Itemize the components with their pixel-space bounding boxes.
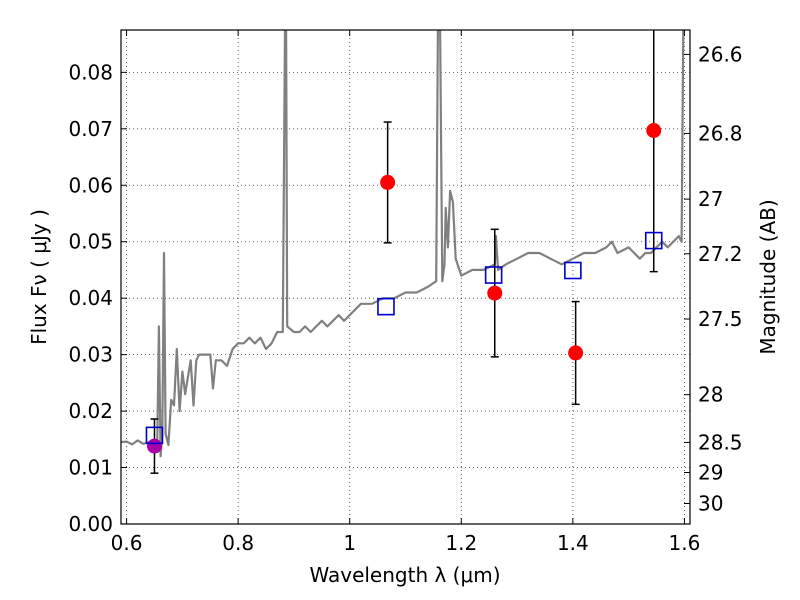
y-axis-label: Flux Fν ( μJy ) xyxy=(27,209,51,345)
marker-layer xyxy=(145,122,663,454)
grid xyxy=(121,30,690,524)
x-tick-label: 0.8 xyxy=(222,531,254,555)
x-tick-label: 1.4 xyxy=(557,531,589,555)
y-tick-label: 0.00 xyxy=(68,512,113,536)
right-tick-label: 27 xyxy=(698,187,723,211)
y-tick-label: 0.04 xyxy=(68,286,113,310)
observed-data-point xyxy=(646,122,662,138)
right-tick-label: 29 xyxy=(698,461,723,485)
x-axis-label: Wavelength λ (μm) xyxy=(309,563,500,587)
model-band-marker xyxy=(377,297,395,316)
right-tick-label: 26.8 xyxy=(698,121,743,145)
right-tick-label: 27.5 xyxy=(698,307,743,331)
observed-data-point xyxy=(380,174,396,190)
x-tick-label: 1.2 xyxy=(445,531,477,555)
plot-frame xyxy=(120,29,691,525)
right-tick-label: 26.6 xyxy=(698,42,743,66)
y-tick-label: 0.01 xyxy=(68,456,113,480)
y-tick-label: 0.07 xyxy=(68,117,113,141)
model-band-marker xyxy=(564,261,582,280)
y-tick-label: 0.08 xyxy=(68,60,113,84)
right-tick-label: 28 xyxy=(698,383,723,407)
x-tick-label: 1 xyxy=(343,531,356,555)
y-tick-label: 0.02 xyxy=(68,399,113,423)
y-tick-label: 0.05 xyxy=(68,230,113,254)
model-band-marker xyxy=(644,231,663,250)
observed-data-point xyxy=(487,285,503,301)
observed-data-point xyxy=(568,345,584,361)
x-tick-label: 1.6 xyxy=(669,531,701,555)
model-band-marker xyxy=(484,266,503,284)
x-axis-ticks: 0.6 0.8 1 1.2 1.4 1.6 xyxy=(111,30,701,555)
right-tick-label: 30 xyxy=(698,492,723,516)
y-tick-label: 0.03 xyxy=(68,343,113,367)
right-tick-label: 27.2 xyxy=(698,242,743,266)
model-spectrum-layer xyxy=(121,30,685,458)
model-spectrum-line xyxy=(121,30,685,458)
y-tick-label: 0.06 xyxy=(68,173,113,197)
highlight-data-point xyxy=(146,438,162,454)
x-tick-label: 0.6 xyxy=(111,531,143,555)
y-axis-ticks: 0.00 0.01 0.02 0.03 0.04 0.05 0.06 0.07 0.08 xyxy=(68,60,127,536)
right-axis-ticks: 26.6 26.8 27 27.2 27.5 28 28.5 29 30 xyxy=(684,42,743,516)
model-band-marker xyxy=(145,426,164,445)
right-axis-label: Magnitude (AB) xyxy=(756,199,780,354)
right-tick-label: 28.5 xyxy=(698,430,743,454)
